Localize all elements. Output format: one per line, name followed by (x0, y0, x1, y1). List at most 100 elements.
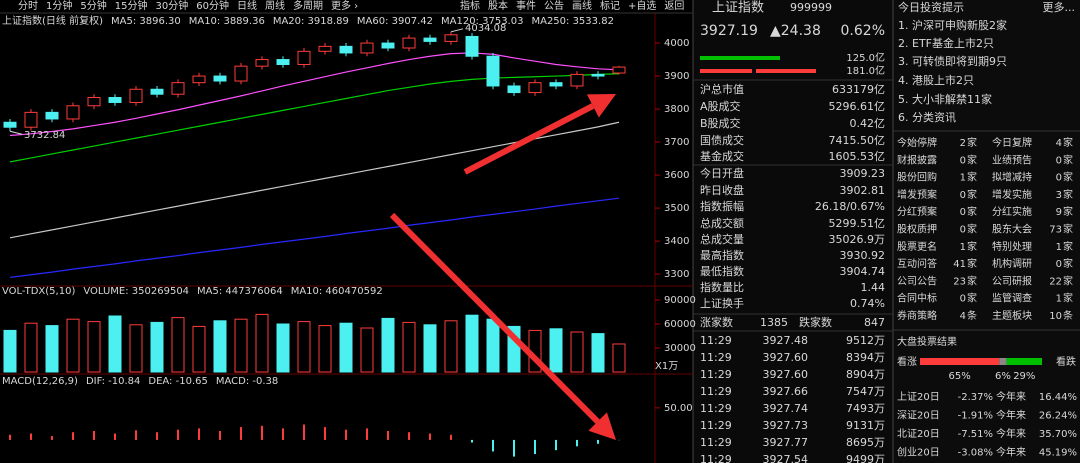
volume-bar (360, 327, 374, 373)
tick-time: 11:29 (700, 351, 732, 364)
stat-count: 0 (1056, 173, 1062, 184)
breadth-label: 跌家数 (799, 315, 832, 329)
period-tab[interactable]: 日线 (237, 0, 257, 12)
row-label: 指数振幅 (700, 199, 744, 213)
candle-body (129, 88, 143, 103)
stat-unit: 家 (1063, 257, 1073, 270)
tick-price: 3927.77 (763, 436, 809, 449)
volume-bar (192, 325, 206, 373)
tip-item[interactable]: 5. 大小非解禁 (898, 92, 967, 106)
volume-bar (66, 318, 80, 373)
stat-count: 0 (960, 155, 966, 166)
tool-button[interactable]: +自选 (628, 0, 656, 12)
volume-bar (402, 321, 416, 373)
stat-count: 4 (960, 311, 966, 322)
period-tab[interactable]: 多周期 (293, 0, 323, 12)
tick-time: 11:29 (700, 334, 732, 347)
row-value: 3909.23 (840, 167, 886, 180)
period-tab[interactable]: 30分钟 (155, 0, 188, 12)
row-label: 国债成交 (700, 133, 744, 147)
row-value: 0.74% (850, 297, 885, 310)
y-tick-label: 90000 (664, 295, 696, 306)
period-tab[interactable]: 1分钟 (46, 0, 72, 12)
stat-label: 业绩预告 (992, 153, 1032, 166)
stat-unit: 家 (967, 257, 977, 270)
volume-bar (570, 331, 584, 373)
unit-label: X1万 (655, 361, 678, 372)
y-tick-label: 3800 (664, 104, 689, 115)
row-value: 7415.50亿 (829, 134, 886, 147)
stat-unit: 家 (967, 274, 977, 287)
bar-value: 125.0亿 (846, 51, 885, 64)
tool-button[interactable]: 指标 (460, 0, 480, 12)
annotation-line (9, 130, 23, 135)
row-value: 5296.61亿 (829, 100, 886, 113)
return-value: -7.51% (958, 429, 993, 440)
row-label: 指数量比 (700, 280, 744, 294)
volume-bar (465, 314, 479, 373)
period-tab[interactable]: 5分钟 (80, 0, 106, 12)
bar (700, 56, 780, 60)
stat-label: 机构调研 (992, 257, 1032, 270)
more-link[interactable]: 更多... (1043, 0, 1076, 14)
tool-button[interactable]: 公告 (544, 0, 564, 12)
stat-label: 合同中标 (897, 292, 937, 305)
period-tab[interactable]: 周线 (265, 0, 285, 12)
return-value: -1.91% (958, 411, 993, 422)
tip-item[interactable]: 2. ETF基金上市 (898, 36, 976, 50)
volume-bar (129, 324, 143, 373)
y-tick-label: 3700 (664, 137, 689, 148)
row-label: 沪总市值 (700, 82, 744, 96)
tip-item[interactable]: 3. 可转债即将到期 (898, 54, 989, 68)
volume-bar (213, 320, 227, 373)
period-tab[interactable]: 60分钟 (196, 0, 229, 12)
chart-title: 上证指数(日线 前复权) (2, 14, 103, 27)
row-value: 5299.51亿 (829, 217, 886, 230)
volume-bar (276, 323, 290, 373)
breadth-value: 1385 (760, 316, 788, 329)
price: 3927.19 (700, 23, 758, 39)
y-tick-label: 3400 (664, 236, 689, 247)
period-tab[interactable]: 更多 › (331, 0, 358, 12)
index-code: 999999 (790, 1, 832, 14)
volume-label: VOLUME: 350269504 (83, 286, 189, 297)
tool-button[interactable]: 返回 (664, 0, 684, 12)
tip-item[interactable]: 4. 港股上市 (898, 73, 956, 87)
return-value: -2.37% (958, 392, 993, 403)
breadth-label: 涨家数 (700, 315, 733, 329)
tip-item: 只 (983, 37, 994, 50)
tip-item[interactable]: 6. 分类资讯 (898, 110, 956, 124)
stat-count: 9 (1056, 207, 1062, 218)
tool-button[interactable]: 股本 (488, 0, 508, 12)
stat-unit: 家 (1063, 274, 1073, 287)
candle-body (465, 35, 479, 57)
return-label: 今年来 (996, 390, 1026, 403)
stat-label: 互动问答 (897, 257, 937, 270)
candle-body (3, 121, 17, 128)
annotation-line (450, 28, 464, 33)
return-value: 26.24% (1039, 411, 1077, 422)
period-tab[interactable]: 15分钟 (115, 0, 148, 12)
tool-button[interactable]: 标记 (600, 0, 620, 12)
tool-button[interactable]: 事件 (516, 0, 536, 12)
tick-volume: 9512万 (846, 334, 885, 347)
tool-button[interactable]: 画线 (572, 0, 592, 12)
arrow-head (586, 94, 616, 118)
tips-panel-bg (893, 0, 1080, 463)
volume-bar (423, 324, 437, 373)
tick-volume: 7547万 (846, 385, 885, 398)
index-name: 上证指数 (712, 1, 764, 16)
tip-item[interactable]: 1. 沪深可申购新股 (898, 18, 989, 32)
vote-bar (920, 358, 1000, 365)
stat-label: 股份回购 (897, 171, 937, 184)
stat-unit: 家 (967, 171, 977, 184)
stat-label: 监管调查 (992, 292, 1032, 305)
volume-bar (381, 317, 395, 373)
tip-item: 家 (981, 92, 992, 106)
vote-bear: 看跌 (1056, 355, 1076, 368)
vote-bar (1006, 358, 1042, 365)
period-tab[interactable]: 分时 (18, 0, 38, 12)
macd-label: DEA: -10.65 (148, 376, 207, 387)
